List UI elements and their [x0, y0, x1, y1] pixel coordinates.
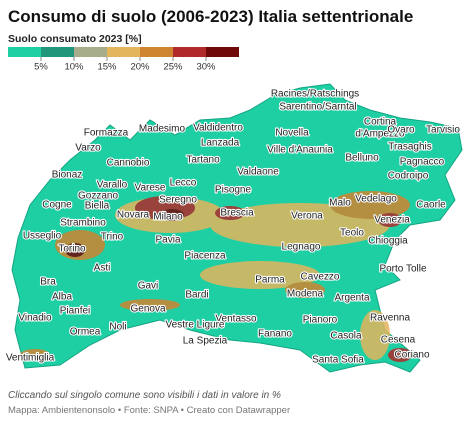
place-label: d'Ampezzo: [355, 129, 405, 140]
place-label: Cavezzo: [301, 272, 340, 283]
place-label: Venezia: [374, 215, 410, 226]
place-label: Varese: [135, 183, 166, 194]
legend-tick-label: 10%: [64, 62, 84, 73]
place-label: Belluno: [345, 153, 379, 164]
place-label: Pisogne: [215, 185, 252, 196]
place-label: Formazza: [84, 128, 129, 139]
place-label: Legnago: [282, 242, 321, 253]
legend-swatch: [41, 47, 74, 57]
place-label: Valdaone: [237, 167, 279, 178]
place-label: Lecco: [170, 178, 197, 189]
place-label: Casola: [330, 331, 362, 342]
place-label: Gozzano: [78, 191, 118, 202]
place-label: Porto Tolle: [379, 264, 427, 275]
legend-swatch: [107, 47, 140, 57]
place-label: Ormea: [70, 327, 101, 338]
place-label: Trasaghis: [388, 142, 432, 153]
place-label: Ovaro: [387, 125, 415, 136]
place-label: Racines/Ratschings: [271, 89, 359, 100]
place-label: Modena: [287, 289, 324, 300]
place-label: Novara: [117, 210, 150, 221]
place-label: Pianoro: [303, 315, 338, 326]
place-labels: Racines/Ratschings Sarentino/Sarntal Forma…: [5, 88, 462, 367]
place-label: Varzo: [75, 143, 101, 154]
place-label: Noli: [109, 322, 126, 333]
place-label: Ravenna: [370, 313, 410, 324]
place-label: Bionaz: [52, 170, 83, 181]
place-label: Ventasso: [215, 314, 257, 325]
legend-swatch: [173, 47, 206, 57]
place-label: Coriano: [394, 350, 429, 361]
place-label: Tartano: [186, 155, 220, 166]
place-label: Bardi: [185, 290, 208, 301]
place-label: Trino: [101, 232, 124, 243]
legend-tick-label: 5%: [34, 62, 48, 73]
place-label: Seregno: [159, 195, 197, 206]
place-label: Parma: [255, 275, 285, 286]
place-label: Cannobio: [107, 158, 150, 169]
place-label: Sarentino/Sarntal: [279, 102, 356, 113]
place-label: Ventimiglia: [6, 353, 55, 364]
place-label: Tarvisio: [426, 125, 460, 136]
footer-credits: Mappa: Ambientenonsolo • Fonte: SNPA • C…: [8, 405, 290, 416]
place-label: Argenta: [334, 293, 369, 304]
place-label: Ville d'Anaunia: [267, 145, 333, 156]
legend-tick-label: 20%: [130, 62, 150, 73]
place-label: Piacenza: [184, 251, 226, 262]
place-label: Fanano: [258, 329, 292, 340]
legend-swatch: [140, 47, 173, 57]
place-label: Teolo: [340, 228, 364, 239]
legend-tick-label: 15%: [97, 62, 117, 73]
place-label: Verona: [291, 211, 323, 222]
place-label: Pianfei: [60, 306, 91, 317]
place-label: Strambino: [60, 218, 106, 229]
legend-tick-label: 25%: [163, 62, 183, 73]
place-label: Cortina: [364, 117, 397, 128]
place-label: Cogne: [42, 200, 72, 211]
legend-title: Suolo consumato 2023 [%]: [8, 33, 142, 45]
density-patches: [20, 191, 412, 362]
place-label: Pavia: [155, 235, 180, 246]
legend-swatch: [8, 47, 41, 57]
place-label: Milano: [153, 212, 183, 223]
place-label: Pagnacco: [400, 157, 445, 168]
place-label: Santa Sofia: [312, 355, 364, 366]
place-label: Chioggia: [368, 236, 408, 247]
place-label: La Spezia: [183, 336, 228, 347]
place-label: Lanzada: [201, 138, 240, 149]
place-label: Malo: [329, 198, 351, 209]
place-label: Vinadio: [18, 313, 52, 324]
place-label: Bra: [40, 277, 56, 288]
place-label: Valdidentro: [193, 123, 243, 134]
place-label: Asti: [94, 263, 111, 274]
title: Consumo di suolo (2006-2023) Italia sett…: [8, 7, 413, 26]
place-label: Torino: [58, 244, 86, 255]
place-label: Alba: [52, 292, 72, 303]
legend-swatch: [74, 47, 107, 57]
place-label: Brescia: [220, 208, 254, 219]
legend-tick-label: 30%: [196, 62, 216, 73]
place-label: Varallo: [97, 180, 128, 191]
place-label: Codroipo: [388, 171, 429, 182]
place-label: Vestre Ligure: [166, 320, 225, 331]
place-label: Madesimo: [139, 124, 186, 135]
legend-swatch: [206, 47, 239, 57]
footer-note: Cliccando sul singolo comune sono visibi…: [8, 390, 281, 401]
place-label: Vedelago: [355, 194, 397, 205]
legend: 5% 10% 15% 20% 25% 30%: [8, 47, 239, 73]
place-label: Usseglio: [23, 231, 62, 242]
place-label: Cesena: [381, 335, 416, 346]
map-area[interactable]: [11, 83, 463, 373]
place-label: Caorle: [416, 200, 446, 211]
place-label: Biella: [85, 201, 110, 212]
place-label: Novella: [275, 128, 309, 139]
place-label: Gavi: [138, 281, 159, 292]
place-label: Genova: [130, 304, 165, 315]
